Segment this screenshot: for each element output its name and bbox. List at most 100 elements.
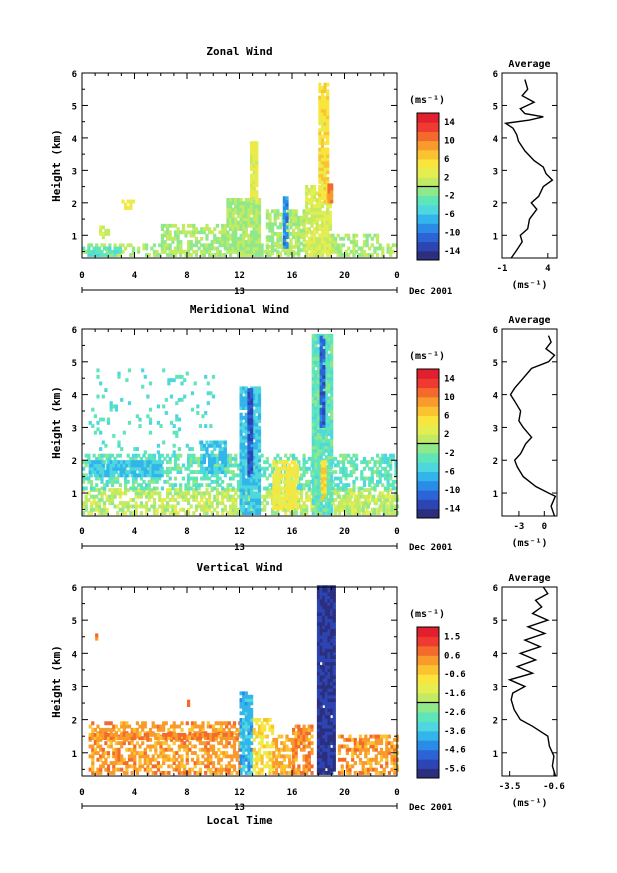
heatmap-cell [327,498,331,502]
heatmap-cell [252,402,256,407]
heatmap-cell [265,754,269,759]
heatmap-cell [326,105,330,110]
heatmap-cell [331,246,335,251]
heatmap-cell [215,501,220,506]
heatmap-cell [210,473,214,478]
heatmap-cell [92,246,96,251]
heatmap-cell [316,438,321,443]
heatmap-cell [184,466,188,471]
heatmap-cell [172,754,176,759]
heatmap-cell [307,220,311,225]
heatmap-cell [252,409,256,414]
heatmap-cell [271,744,275,749]
heatmap-cell [147,483,151,488]
heatmap-cell [272,493,276,497]
heatmap-cell [208,453,212,458]
heatmap-cell [280,486,284,491]
x-tick-label: 8 [184,527,189,537]
heatmap-cell [189,223,193,228]
heatmap-cell [122,771,126,775]
heatmap-cell [226,240,230,244]
heatmap-cell [239,761,243,765]
heatmap-cell [202,470,206,474]
heatmap-cell [247,249,251,254]
heatmap-cell [229,453,233,458]
heatmap-cell [247,494,251,499]
heatmap-cell [274,463,279,468]
heatmap-cell [187,240,191,244]
heatmap-cell [222,767,226,772]
heatmap-cell [372,511,376,515]
heatmap-cell [117,371,121,376]
heatmap-cell [166,227,170,231]
heatmap-cell [138,761,142,765]
heatmap-cell [139,494,143,499]
heatmap-cell [324,511,328,515]
heatmap-cell [101,754,105,759]
heatmap-cell [97,249,101,254]
heatmap-cell [130,764,134,769]
x-tick-label: 0 [79,271,84,281]
heatmap-cell [242,744,246,749]
heatmap-cell [213,447,217,451]
heatmap-cell [373,246,377,251]
heatmap-cell [91,757,95,762]
heatmap-cell [324,429,328,433]
heatmap-cell [297,248,301,253]
heatmap-cell [376,466,380,471]
heatmap-cell [352,479,356,484]
heatmap-cell [169,724,174,729]
heatmap-cell [129,243,133,248]
heatmap-cell [336,463,340,468]
heatmap-cell [196,736,200,741]
heatmap-cell [324,379,328,384]
heatmap-cell [103,253,107,257]
heatmap-cell [323,217,327,222]
heatmap-cell [323,163,327,168]
heatmap-cell [148,473,153,478]
heatmap-cell [257,438,262,443]
heatmap-cell [330,478,334,483]
heatmap-cell [188,736,192,741]
heatmap-cell [226,246,230,251]
heatmap-cell [250,488,254,492]
heatmap-cell [255,435,259,440]
heatmap-cell [271,248,275,253]
heatmap-cell [175,430,179,435]
heatmap-cell [318,246,322,251]
heatmap-cell [293,483,297,488]
heatmap-cell [250,404,254,409]
heatmap-cell [288,476,292,481]
heatmap-cell [247,507,251,512]
heatmap-cell [242,425,246,430]
heatmap-cell [265,225,269,230]
heatmap-cell [172,424,176,428]
heatmap-cell [247,714,251,719]
heatmap-cell [311,396,315,401]
heatmap-cell [250,437,254,442]
heatmap-cell [163,230,167,235]
heatmap-cell [197,246,201,251]
heatmap-cell [221,494,225,499]
heatmap-cell [252,767,256,772]
heatmap-cell [316,422,321,427]
heatmap-cell [201,414,205,419]
heatmap-cell [250,217,254,222]
heatmap-cell [148,417,153,422]
heatmap-cell [179,483,183,488]
heatmap-cell [381,456,385,461]
heatmap-cell [215,491,220,496]
heatmap-cell [96,427,100,432]
heatmap-cell [311,475,315,479]
heatmap-cell [305,217,309,222]
heatmap-cell [286,209,290,214]
colorbar-swatch [417,149,439,160]
heatmap-cell [146,460,150,465]
heatmap-cell [247,220,251,225]
heatmap-cell [110,253,115,257]
heatmap-cell [255,217,259,222]
heatmap-cell [314,498,318,502]
heatmap-cell [184,498,188,502]
heatmap-cell [323,157,327,162]
